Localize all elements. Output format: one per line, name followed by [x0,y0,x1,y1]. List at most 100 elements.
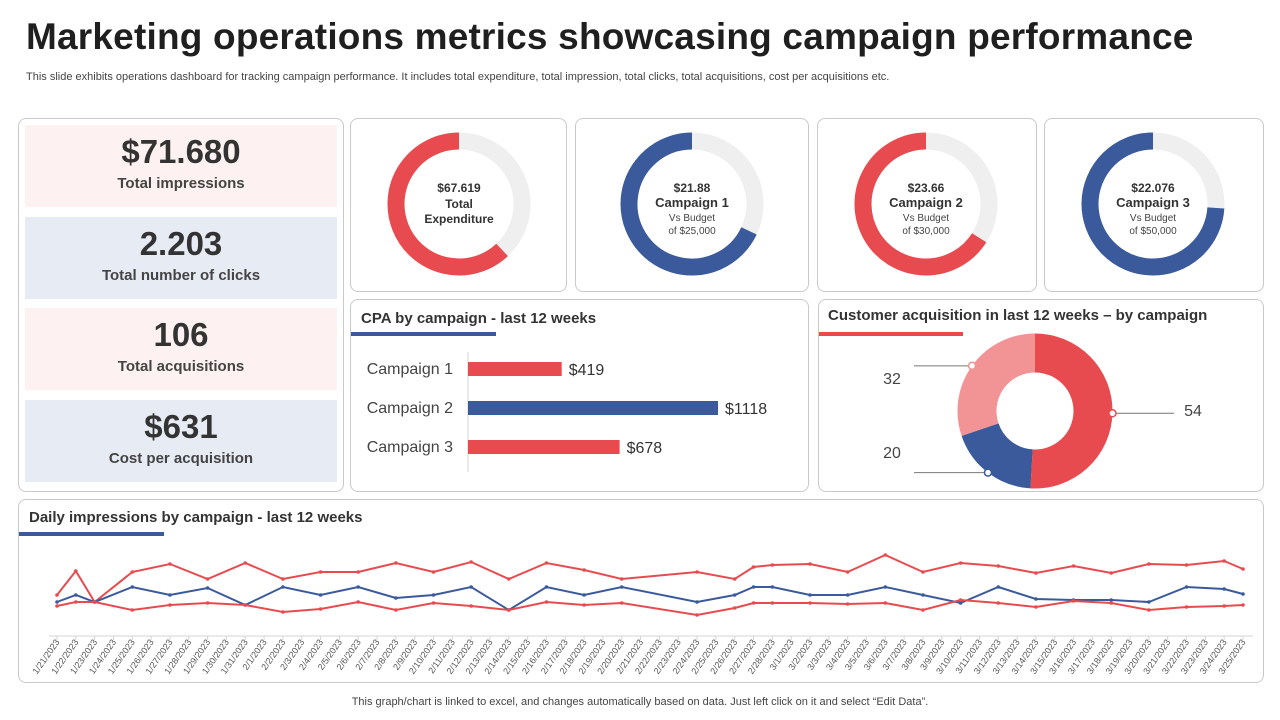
acquisition-chart-card: Customer acquisition in last 12 weeks – … [818,299,1264,492]
gauge-label: Expenditure [424,212,494,226]
series-point [582,593,586,597]
kpi-label: Total acquisitions [117,358,245,375]
series-point [996,564,1001,568]
series-point [1034,571,1038,575]
acquisition-donut-chart: 54 20 32 [883,333,1202,489]
series-point [1034,597,1038,601]
gauge-label: Vs Budget [669,213,715,224]
series-point [168,603,172,607]
series-point [582,603,586,607]
series-point [1222,559,1226,563]
donut-value-label: 32 [883,371,901,388]
bar-category-label: Campaign 2 [367,400,453,417]
series-point [130,585,135,589]
series-point [281,610,285,614]
bar-value-label: $1118 [725,401,767,418]
series-point [431,570,436,574]
gauge-value: $21.88 [674,181,711,195]
series-line [56,553,1244,604]
kpi-total-impressions: $71.680 Total impressions [25,125,337,207]
page-title: Marketing operations metrics showcasing … [26,16,1194,57]
series-point [507,577,511,581]
kpi-value: $71.680 [121,133,241,170]
series-point [921,593,925,597]
series-point [1184,605,1189,609]
gauge-label: Total [445,197,473,211]
series-point [619,601,624,605]
series-point [205,586,210,590]
cpa-bar-chart: Campaign 1 $419 Campaign 2 $1118 Campaign 3 $… [367,352,767,472]
acquisition-chart-title: Customer acquisition in last 12 weeks – … [828,307,1208,324]
series-point [958,561,963,565]
gauge-title: Campaign 2 [889,195,963,210]
series-point [1222,604,1226,608]
bar [468,401,718,415]
gauge-arc [854,132,987,276]
series-point [318,570,323,574]
series-point [318,607,323,611]
gauge-arc [387,132,508,276]
series-point [74,569,78,573]
kpi-label: Total number of clicks [101,267,261,284]
kpi-value: $631 [144,408,218,445]
gauge-label: of $25,000 [668,226,716,237]
series-point [751,565,756,569]
gauge-title: Campaign 1 [655,195,729,210]
series-line [56,585,1244,612]
series-point [996,585,1001,589]
series-point [469,560,473,564]
series-point [74,600,78,604]
series-point [130,608,135,612]
series-point [243,603,248,607]
series-point [1147,600,1151,604]
series-point [92,600,97,604]
series-point [958,598,963,602]
page-subtitle: This slide exhibits operations dashboard… [26,71,890,83]
series-point [469,585,473,589]
series-point [431,601,436,605]
series-point [394,596,398,600]
series-point [695,600,699,604]
series-point [883,585,888,589]
series-point [751,585,756,589]
gauge-value: $23.66 [908,181,945,195]
donut-marker [1108,409,1117,418]
series-point [205,577,210,581]
series-line [56,598,1244,617]
series-point [1071,564,1076,568]
series-point [243,561,248,565]
series-point [507,608,511,612]
bar [468,440,620,454]
gauge-value: $22.076 [1131,181,1175,195]
gauge-title: Campaign 3 [1116,195,1190,210]
daily-impressions-title: Daily impressions by campaign - last 12 … [29,509,363,526]
series-point [619,585,624,589]
gauge-arc [1081,132,1225,276]
series-point [1222,587,1226,591]
series-point [205,601,210,605]
title-underline [351,332,496,336]
series-point [808,593,812,597]
series-point [883,601,888,605]
series-point [544,561,549,565]
series-point [808,601,812,605]
series-point [55,593,59,597]
series-point [958,601,963,605]
series-point [883,553,888,557]
footer-note: This graph/chart is linked to excel, and… [351,696,929,708]
gauge-label: of $30,000 [902,226,950,237]
kpi-cost-per-acquisition: $631 Cost per acquisition [25,400,337,482]
donut-value-label: 54 [1184,403,1202,420]
cpa-chart-card: CPA by campaign - last 12 weeks Campaign… [350,299,809,492]
title-underline [819,332,963,336]
gauge-label: Vs Budget [1130,213,1176,224]
series-point [695,613,699,617]
series-point [55,604,59,608]
series-point [1241,603,1245,607]
series-point [281,577,285,581]
kpi-value: 106 [153,316,209,353]
series-point [544,585,549,589]
bar-category-label: Campaign 3 [367,439,453,456]
